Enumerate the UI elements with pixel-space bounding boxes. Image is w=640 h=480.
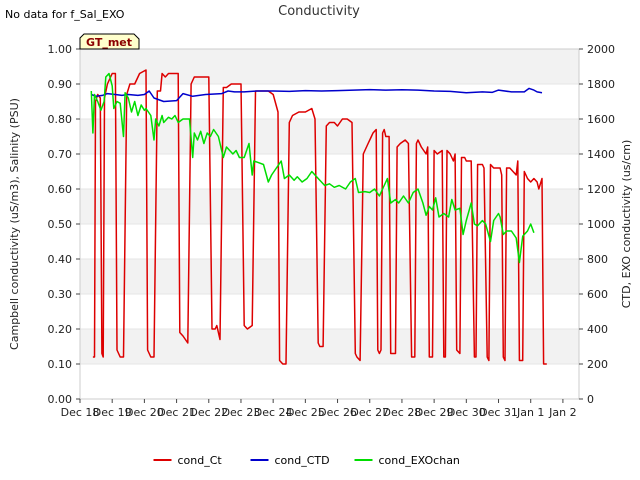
x-tick-label: Dec 25: [286, 406, 325, 419]
x-tick-label: Dec 28: [383, 406, 422, 419]
left-y-tick-label: 0.80: [48, 113, 73, 126]
legend-label: cond_EXOchan: [379, 454, 460, 467]
x-tick-label: Dec 31: [479, 406, 518, 419]
right-y-tick-label: 1400: [587, 148, 615, 161]
x-tick-label: Dec 22: [189, 406, 228, 419]
site-badge-label: GT_met: [86, 36, 132, 49]
right-y-tick-label: 1800: [587, 78, 615, 91]
x-tick-label: Dec 26: [318, 406, 357, 419]
x-tick-label: Dec 23: [222, 406, 261, 419]
left-y-tick-label: 0.10: [48, 358, 73, 371]
background-band: [80, 49, 579, 84]
x-tick-label: Dec 30: [447, 406, 486, 419]
x-tick-label: Dec 29: [415, 406, 454, 419]
right-y-tick-label: 800: [587, 253, 608, 266]
x-tick-label: Dec 24: [254, 406, 293, 419]
right-y-tick-label: 200: [587, 358, 608, 371]
left-y-tick-label: 0.20: [48, 323, 73, 336]
no-data-note: No data for f_Sal_EXO: [5, 8, 125, 21]
right-y-tick-label: 0: [587, 393, 594, 406]
legend-label: cond_Ct: [178, 454, 223, 467]
right-y-tick-label: 400: [587, 323, 608, 336]
legend-label: cond_CTD: [275, 454, 330, 467]
legend: cond_Ct cond_CTD cond_EXOchan: [153, 454, 460, 467]
left-y-axis: 0.00 0.10 0.20 0.30 0.40 0.50 0.60 0.70 0.80 0.90…: [48, 43, 80, 406]
x-tick-label: Jan 2: [548, 406, 576, 419]
x-tick-label: Jan 1: [516, 406, 544, 419]
chart-title: Conductivity: [278, 4, 360, 19]
series-line-cond-ctd: [91, 87, 543, 103]
background-bands: [80, 49, 579, 364]
left-y-tick-label: 0.90: [48, 78, 73, 91]
background-band: [80, 329, 579, 364]
left-y-tick-label: 0.00: [48, 393, 73, 406]
left-y-axis-label: Campbell conductivity (uS/m3), Salinity …: [8, 98, 21, 350]
right-y-tick-label: 1200: [587, 183, 615, 196]
left-y-tick-label: 0.40: [48, 253, 73, 266]
x-tick-label: Dec 19: [93, 406, 132, 419]
right-y-tick-label: 1000: [587, 218, 615, 231]
x-tick-label: Dec 27: [350, 406, 389, 419]
background-band: [80, 119, 579, 154]
right-y-tick-label: 600: [587, 288, 608, 301]
right-y-tick-label: 2000: [587, 43, 615, 56]
x-tick-label: Dec 21: [157, 406, 196, 419]
x-tick-label: Dec 20: [125, 406, 164, 419]
right-y-tick-label: 1600: [587, 113, 615, 126]
left-y-tick-label: 0.30: [48, 288, 73, 301]
series-line-cond-ct: [92, 69, 547, 365]
background-band: [80, 189, 579, 224]
series-layer: [90, 69, 547, 365]
left-y-tick-label: 0.70: [48, 148, 73, 161]
left-y-tick-label: 0.50: [48, 218, 73, 231]
background-band: [80, 259, 579, 294]
left-y-tick-label: 1.00: [48, 43, 73, 56]
right-y-axis-label: CTD, EXO conductivity (us/cm): [620, 140, 633, 309]
right-y-axis: 0 200 400 600 800 1000 1200 1400 1600 1800 2000: [579, 43, 615, 406]
site-badge: GT_met: [79, 33, 140, 50]
series-line-cond-exochan: [90, 72, 535, 264]
left-y-tick-label: 0.60: [48, 183, 73, 196]
x-tick-label: Dec 18: [61, 406, 100, 419]
